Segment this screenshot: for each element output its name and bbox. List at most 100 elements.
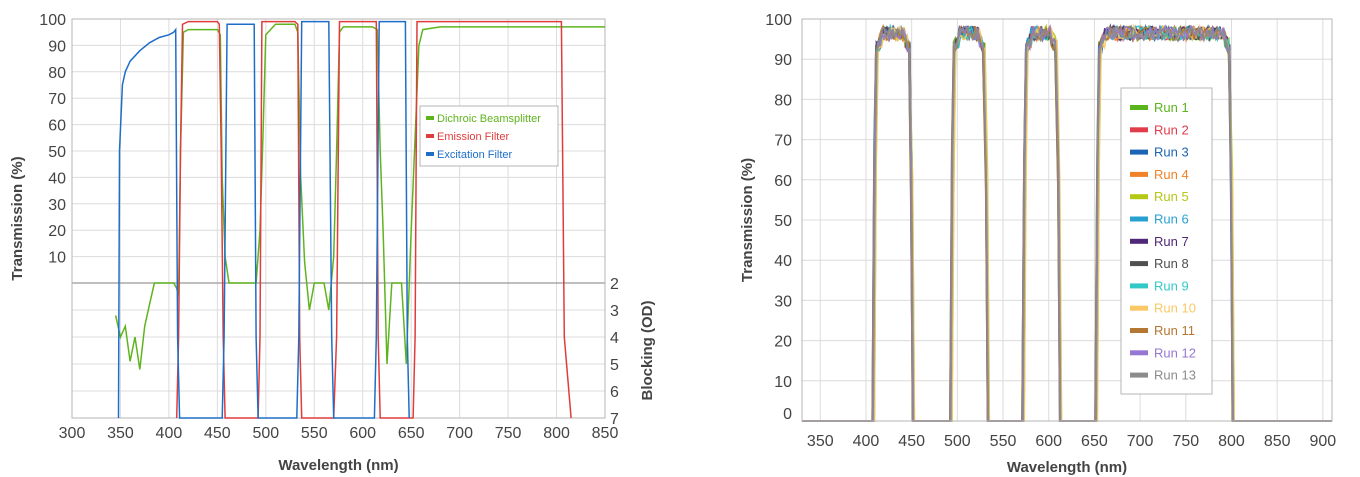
spectrum-chart-right: 350 400 450 500 550 600 650 700 750 800 850 900 0 10 2… <box>739 12 1337 476</box>
x-tick-label: 700 <box>1127 433 1154 450</box>
y-tick-label: 10 <box>48 250 66 267</box>
series-line-run-1 <box>802 24 1332 422</box>
y-axis-title: Transmission (%) <box>739 158 756 282</box>
y-tick-label: 100 <box>765 12 792 29</box>
y-tick-label: 80 <box>774 92 792 109</box>
y-tick-label: 90 <box>774 52 792 69</box>
y2-tick-label: 3 <box>610 303 619 320</box>
x-tick-label: 350 <box>807 433 834 450</box>
legend-label: Emission Filter <box>437 131 509 143</box>
x-axis-title: Wavelength (nm) <box>278 457 398 474</box>
series-line-run-7 <box>802 23 1332 422</box>
plot-area <box>801 18 1333 422</box>
legend: Run 1 Run 2 Run 3 Run 4 Run 5 Run 6 Run 7 Run 8… <box>1120 87 1213 395</box>
legend-swatch <box>1130 105 1148 110</box>
x-tick-label: 650 <box>398 425 425 442</box>
legend-label: Run 8 <box>1154 256 1189 271</box>
series-line-run-9 <box>802 23 1332 422</box>
legend-swatch <box>1130 171 1148 177</box>
y2-axis-title: Blocking (OD) <box>639 300 656 400</box>
x-tick-label: 400 <box>853 433 880 450</box>
x-tick-label: 450 <box>898 433 925 450</box>
x-tick-label: 450 <box>204 425 231 442</box>
y-tick-label: 0 <box>783 406 792 423</box>
y2-tick-label: 7 <box>610 411 619 428</box>
legend-swatch <box>426 134 434 138</box>
series-line-run-3 <box>802 23 1332 422</box>
y2-tick-label: 4 <box>610 330 619 347</box>
x-tick-label: 850 <box>1264 433 1291 450</box>
x-tick-label: 400 <box>156 425 183 442</box>
legend-label: Run 9 <box>1154 278 1189 293</box>
legend-swatch <box>1130 216 1148 222</box>
x-tick-label: 800 <box>543 425 570 442</box>
legend-swatch <box>1130 328 1148 333</box>
legend-label: Run 5 <box>1154 189 1189 204</box>
legend-label: Run 13 <box>1154 368 1196 383</box>
series-line-run-2 <box>802 24 1332 422</box>
right-chart: 350 400 450 500 550 600 650 700 750 800 850 900 0 10 2… <box>680 0 1360 477</box>
legend-swatch <box>1130 350 1148 356</box>
legend-swatch <box>426 152 434 156</box>
grid-lines <box>802 18 1332 422</box>
series-line-dichroic-beamsplitter <box>114 23 605 370</box>
legend-label: Run 12 <box>1154 345 1196 360</box>
series-line-run-4 <box>802 24 1332 422</box>
y-tick-label: 40 <box>774 253 792 270</box>
legend-swatch <box>1130 283 1148 289</box>
spectrum-chart-left: 300 350 400 450 500 550 600 650 700 750 800 8501020… <box>9 12 656 474</box>
x-tick-label: 300 <box>59 425 86 442</box>
series-line-emission-filter <box>175 20 572 419</box>
series-line-run-11 <box>802 23 1332 422</box>
y2-tick-label: 2 <box>610 276 619 293</box>
legend-swatch <box>1130 261 1148 267</box>
y-tick-label: 60 <box>48 118 66 135</box>
x-tick-label: 700 <box>446 425 473 442</box>
legend-swatch <box>1130 149 1148 155</box>
series-line-excitation-filter <box>117 20 410 419</box>
legend-label: Run 7 <box>1154 234 1189 249</box>
series-line-run-12 <box>802 23 1332 422</box>
y-tick-label: 20 <box>774 334 792 351</box>
y-tick-label: 30 <box>48 197 66 214</box>
y-tick-label: 90 <box>48 38 66 55</box>
series-line-run-6 <box>802 24 1332 422</box>
legend-swatch <box>1130 194 1148 200</box>
legend-label: Run 1 <box>1154 100 1189 115</box>
x-tick-label: 600 <box>349 425 376 442</box>
x-tick-label: 900 <box>1310 433 1337 450</box>
y-tick-label: 70 <box>48 91 66 108</box>
x-tick-label: 650 <box>1081 433 1108 450</box>
legend-swatch <box>426 116 434 120</box>
x-tick-label: 750 <box>495 425 522 442</box>
x-tick-label: 850 <box>592 425 619 442</box>
x-tick-label: 500 <box>944 433 971 450</box>
legend-swatch <box>1130 372 1148 378</box>
legend-label: Run 4 <box>1154 167 1189 182</box>
y2-tick-label: 6 <box>610 384 619 401</box>
x-tick-label: 750 <box>1172 433 1199 450</box>
series-line-run-8 <box>802 24 1332 422</box>
legend-label: Run 11 <box>1154 323 1195 338</box>
y-tick-label: 10 <box>774 374 792 391</box>
y-tick-label: 100 <box>39 12 66 29</box>
left-chart: 300 350 400 450 500 550 600 650 700 750 800 850 10 20… <box>9 12 656 474</box>
legend: Dichroic Beamsplitter Emission Filter Exci… <box>419 105 559 167</box>
x-tick-label: 600 <box>1035 433 1062 450</box>
x-axis-title: Wavelength (nm) <box>1007 459 1127 476</box>
y2-tick-label: 5 <box>610 357 619 374</box>
y-tick-label: 30 <box>774 293 792 310</box>
legend-label: Run 6 <box>1154 212 1189 227</box>
y-tick-label: 40 <box>48 170 66 187</box>
legend-label: Dichroic Beamsplitter <box>437 113 541 125</box>
legend-box <box>419 105 559 167</box>
x-tick-label: 550 <box>301 425 328 442</box>
series-line-run-13 <box>802 25 1332 422</box>
series-line-run-10 <box>802 23 1332 422</box>
legend-swatch <box>1130 305 1148 311</box>
y-tick-label: 50 <box>48 144 66 161</box>
x-tick-label: 350 <box>107 425 134 442</box>
y-tick-label: 60 <box>774 173 792 190</box>
y-tick-label: 80 <box>48 65 66 82</box>
series-line-run-5 <box>802 23 1332 422</box>
